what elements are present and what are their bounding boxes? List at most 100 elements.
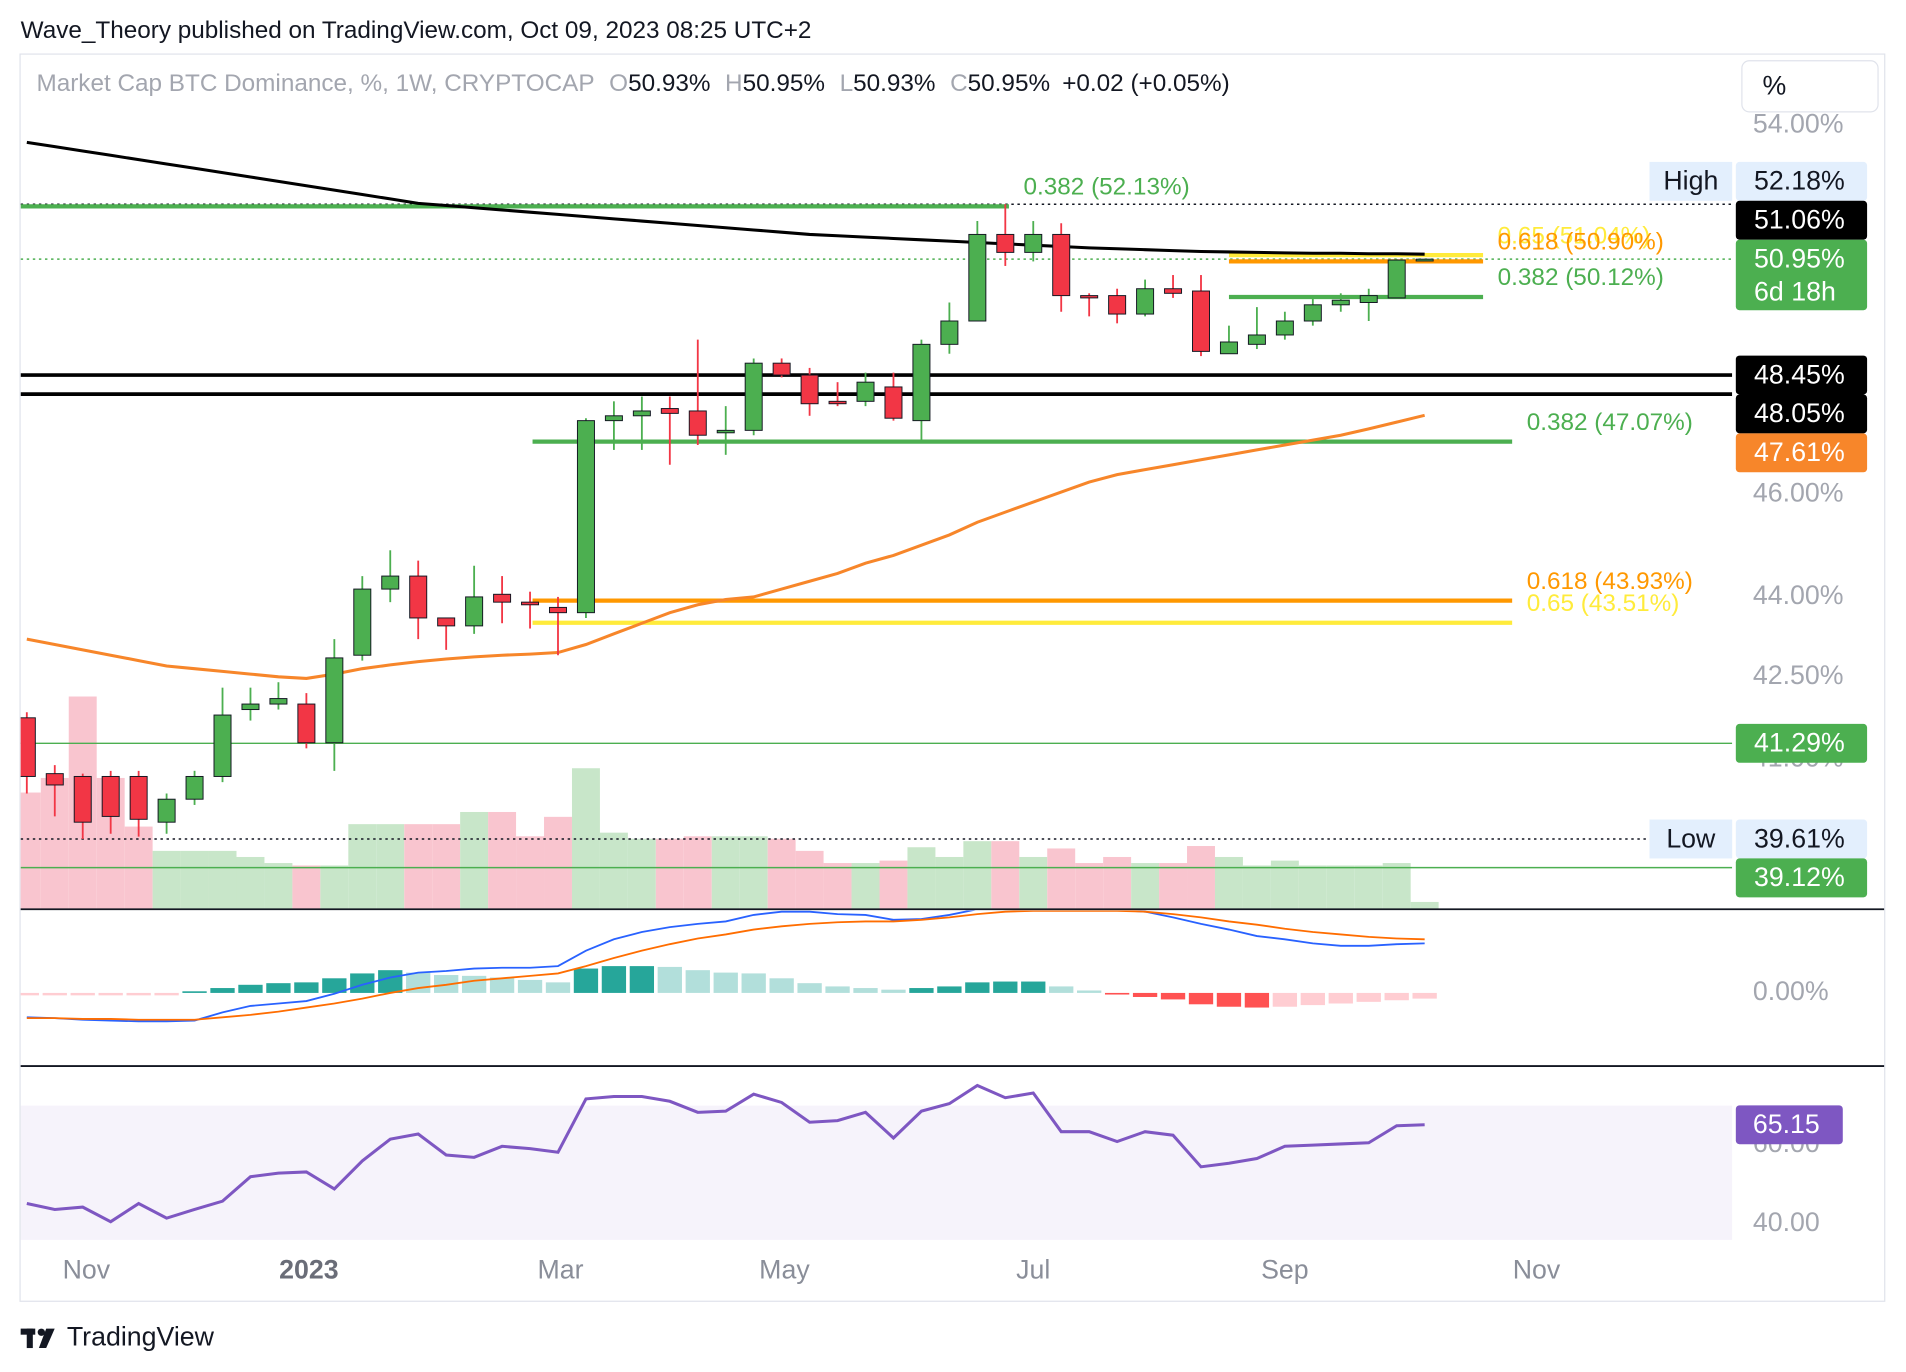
candle-body [157,798,176,823]
scale-button-label[interactable]: % [1763,71,1787,101]
price-badge-label: 48.05% [1754,398,1845,428]
candle-body [521,601,540,606]
x-tick-label: Sep [1261,1255,1309,1285]
macd-histogram [266,983,291,993]
candle-body [772,362,791,376]
legend-item: O [609,71,628,98]
rsi-pane [20,1083,1733,1240]
volume-bar [1047,848,1076,910]
price-badge-label: 48.45% [1754,359,1845,389]
macd-histogram [20,992,39,996]
volume-bar [320,865,349,910]
candle-body [73,775,92,823]
candle-body [1359,295,1378,303]
rsi-band [20,1105,1733,1240]
x-tick-label: Nov [63,1255,111,1285]
macd-histogram [378,970,403,993]
volume-bar [683,836,712,910]
macd-line [26,910,1425,1023]
macd-histogram [210,988,235,993]
macd-histogram [629,966,655,993]
volume-bar [851,863,880,910]
candle-body [1164,288,1183,294]
macd-histogram [1021,981,1046,993]
macd-histogram [1244,992,1270,1008]
fib-label: 0.65 (51.04%) [1498,222,1651,249]
volume-bar [1270,860,1299,910]
volume-bar [432,824,461,910]
volume-bar [1131,863,1160,910]
candle-body [688,410,707,436]
volume-bar [152,850,181,910]
price-badge [1735,161,1868,201]
macd-histogram [1272,992,1298,1007]
volume-bar [376,824,405,910]
logo [20,1328,55,1349]
macd-histogram [238,984,263,993]
y-tick-label: 42.50% [1753,660,1844,690]
macd-histogram [545,982,571,993]
macd-histogram [42,992,67,996]
volume-bar [823,863,852,910]
volume-bar [963,841,992,910]
candle-body [1303,304,1322,322]
volume-bar [1214,856,1243,910]
volume-bar [1382,863,1411,910]
candle-body [660,408,679,414]
candle-body [1136,288,1155,315]
macd-histogram [713,972,738,993]
macd-histogram [993,981,1018,993]
price-badge [1735,239,1868,311]
fib-label: 0.382 (52.13%) [1024,174,1190,201]
price-badge-label: 51.06% [1754,205,1845,235]
macd-histogram [769,978,794,993]
candle-body [129,775,148,820]
candle-body [1080,295,1099,299]
volume-bar [544,816,572,910]
macd-histogram [1188,992,1214,1005]
scale-button[interactable] [1741,60,1879,113]
volume-bar [627,838,656,910]
macd-histogram [1384,992,1409,1001]
macd-histogram [350,973,375,993]
price-badge-label: 47.61% [1754,437,1845,467]
price-badge-label: 41.29% [1754,728,1845,758]
candle-body [437,617,456,627]
macd-histogram [657,966,682,993]
macd-histogram [182,991,207,993]
volume-bar [935,856,964,910]
macd-histogram [489,977,515,993]
price-badge-label: 50.95% [1754,243,1845,273]
volume-bar [599,832,628,910]
candle-body [604,415,623,422]
fib-label: 0.65 (43.51%) [1527,590,1680,617]
candle-body [744,362,763,431]
x-tick-label: Mar [537,1255,583,1285]
macd-histogram [965,982,990,993]
price-tag-label: Low [1666,823,1716,853]
candle-body [465,596,484,627]
volume-bar [795,850,824,910]
legend-item: 50.93% [853,71,935,98]
footer-brand: TradingView [67,1321,215,1351]
macd-histogram [909,988,934,993]
candle-body [1108,295,1127,315]
macd-histogram [461,975,487,993]
legend-item: 50.95% [743,71,825,98]
macd-histogram [1049,986,1074,993]
volume-bar [208,850,237,910]
macd-histogram [294,982,319,993]
candle-body [800,374,819,405]
y-tick-label: 46.00% [1753,478,1844,508]
x-tick-label: Nov [1513,1255,1561,1285]
candle-body [213,714,232,777]
volume-bar [488,811,517,910]
volume-bar [516,836,545,910]
volume-bar [1326,865,1355,910]
candle-body [185,775,204,800]
macd-histogram [1216,992,1242,1007]
macd-histogram [98,992,123,996]
macd-histogram [1300,992,1325,1006]
candle-body [1415,258,1434,262]
